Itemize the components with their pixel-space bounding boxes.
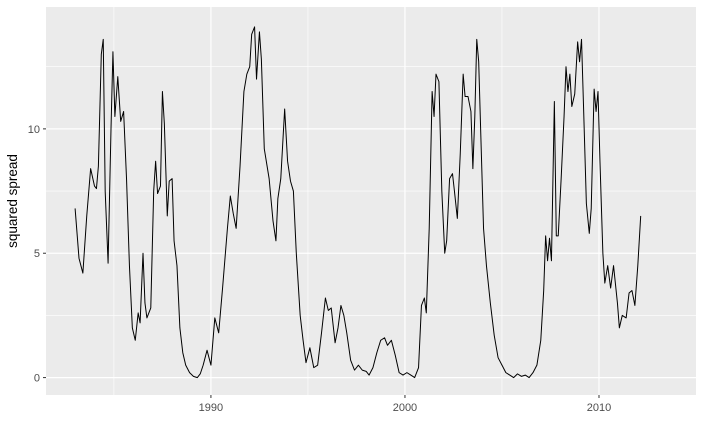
plot-background: [46, 7, 696, 395]
y-tick-label: 0: [34, 373, 40, 385]
x-tick-label: 2000: [393, 402, 417, 414]
y-axis: 0 5 10: [28, 124, 46, 385]
x-tick-label: 1990: [199, 402, 223, 414]
y-tick-label: 10: [28, 124, 40, 136]
major-gridlines: [46, 7, 696, 395]
x-tick-label: 2010: [587, 402, 611, 414]
series-layer: [74, 26, 642, 379]
x-axis: 1990 2000 2010: [199, 395, 611, 414]
y-tick-label: 5: [34, 248, 40, 260]
y-axis-title: squared spread: [5, 154, 20, 248]
series-line-0: [74, 26, 642, 379]
